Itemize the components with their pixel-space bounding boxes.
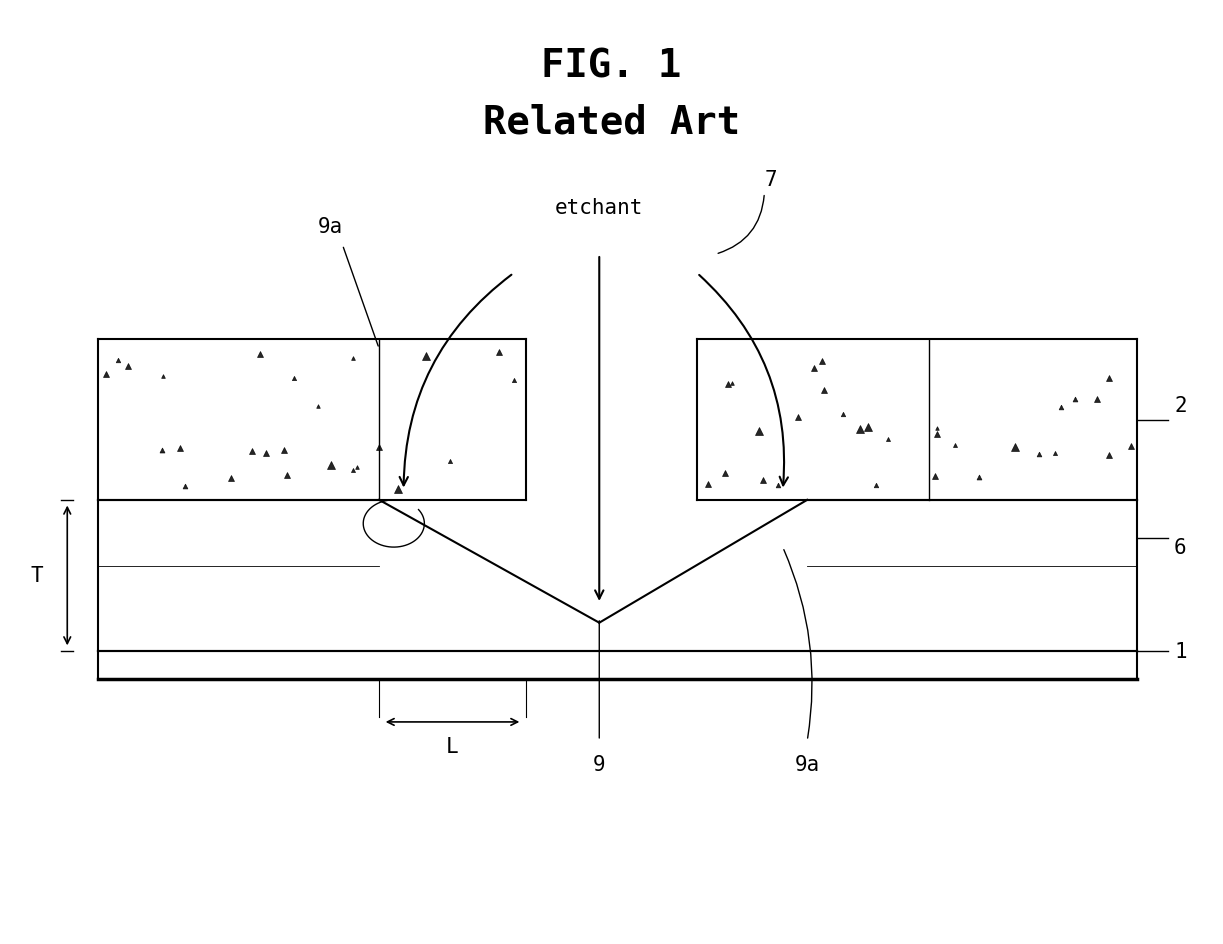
Text: 2: 2 (1174, 396, 1186, 416)
Text: 7: 7 (764, 169, 777, 190)
Text: etchant: etchant (555, 197, 643, 218)
Text: 9: 9 (593, 754, 605, 775)
Text: Related Art: Related Art (483, 104, 740, 142)
Text: 1: 1 (1174, 641, 1186, 662)
Text: T: T (31, 565, 43, 586)
Text: FIG. 1: FIG. 1 (542, 47, 681, 85)
Text: 9a: 9a (318, 216, 342, 237)
Text: 6: 6 (1174, 537, 1186, 558)
Text: L: L (446, 735, 459, 756)
Text: 9a: 9a (795, 754, 819, 775)
